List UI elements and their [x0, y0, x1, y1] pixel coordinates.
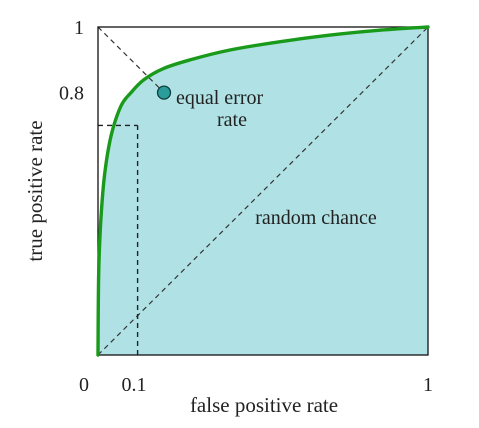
x-tick-label: 0.1 — [122, 374, 147, 396]
equal-error-diagonal-line — [97, 26, 165, 94]
x-tick-label: 1 — [423, 374, 433, 396]
random-chance-annotation: random chance — [255, 207, 377, 229]
random-chance-diagonal-line — [97, 26, 429, 356]
area-under-curve — [98, 27, 428, 355]
roc-curve-line — [96, 25, 430, 357]
equal-error-rate-marker — [156, 85, 172, 100]
x-axis-title: false positive rate — [190, 393, 338, 417]
x-tick-label: 0 — [79, 374, 89, 396]
y-tick-label: 1 — [74, 17, 84, 39]
plot-frame — [97, 26, 429, 356]
equal-error-annotation-line1: equal error — [176, 87, 264, 109]
equal-error-annotation-line2: rate — [217, 109, 247, 131]
y-axis-title: true positive rate — [23, 120, 47, 261]
y-tick-label: 0.8 — [59, 83, 84, 105]
